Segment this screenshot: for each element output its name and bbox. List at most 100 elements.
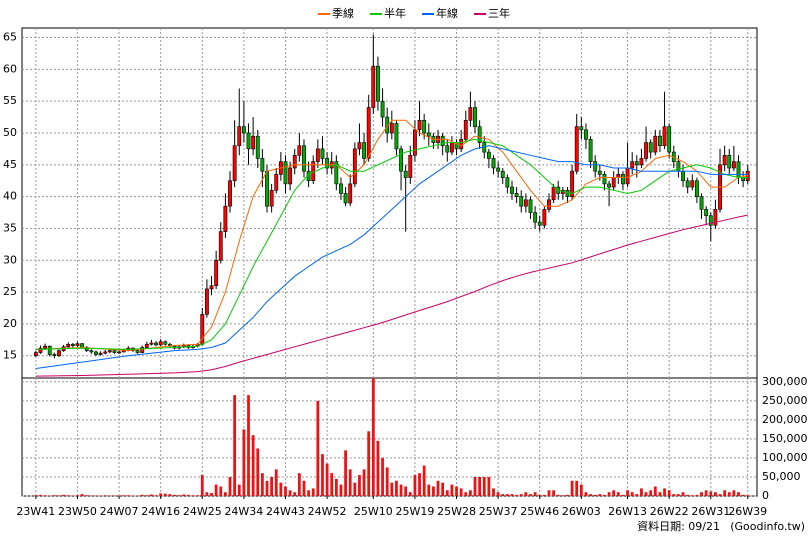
source-date: 資料日期: 09/21	[637, 519, 720, 533]
volume-bar	[358, 475, 361, 496]
volume-bar	[80, 494, 84, 496]
candle-body	[713, 209, 718, 226]
candle-body	[662, 126, 667, 147]
volume-bar	[695, 494, 699, 496]
candle-body	[722, 154, 727, 166]
volume-bar	[482, 476, 486, 496]
candle-body	[380, 100, 385, 118]
candle-body	[625, 167, 630, 185]
volume-bar	[732, 490, 736, 496]
candle-body	[408, 154, 413, 178]
volume-bar	[727, 492, 731, 496]
candle-body	[302, 145, 306, 172]
candle-body	[154, 342, 158, 346]
candle-body	[644, 142, 648, 159]
x-tick-label: 25W10	[354, 505, 393, 518]
candle-body	[463, 119, 468, 140]
candle-body	[574, 126, 579, 172]
volume-bar	[274, 469, 278, 496]
candle-body	[491, 158, 496, 169]
ma-line	[35, 138, 748, 350]
x-tick-label: 26W03	[562, 505, 601, 518]
candle-body	[685, 180, 690, 188]
y-tick-label: 35	[3, 221, 17, 234]
volume-bar	[353, 482, 357, 496]
y-tick-label: 30	[3, 253, 17, 266]
volume-bar	[570, 480, 574, 496]
candle-body	[523, 199, 528, 207]
volume-bar	[478, 476, 482, 496]
candle-body	[537, 221, 542, 226]
candle-body	[135, 350, 140, 353]
volume-bar	[293, 492, 297, 496]
volume-bar	[237, 484, 241, 496]
candle-body	[334, 161, 339, 185]
candle-body	[570, 170, 575, 197]
volume-bar	[556, 494, 560, 496]
ma-line	[35, 214, 748, 377]
volume-bar	[325, 463, 329, 496]
x-tick-label: 24W07	[100, 505, 139, 518]
candle-body	[352, 148, 357, 185]
candle-body	[70, 343, 75, 346]
x-tick-label: 24W25	[183, 505, 222, 518]
volume-bar	[681, 492, 685, 496]
volume-bar	[395, 480, 398, 496]
volume-bar	[630, 492, 634, 496]
candle-body	[204, 288, 209, 315]
candle-body	[251, 135, 256, 150]
volume-tick-label: 250,000	[762, 394, 808, 407]
y-tick-label: 60	[3, 62, 17, 75]
volume-bar	[270, 476, 274, 496]
volume-tick-label: 300,000	[762, 375, 808, 388]
candle-body	[477, 126, 482, 143]
volume-bar	[210, 492, 213, 496]
x-tick-label: 23W50	[58, 505, 97, 518]
candle-body	[223, 205, 228, 232]
volume-bar	[579, 484, 583, 496]
volume-bar	[242, 429, 246, 496]
volume-bar	[418, 473, 421, 496]
volume-bar	[714, 492, 717, 496]
volume-bar	[34, 495, 38, 496]
volume-bar	[62, 494, 65, 496]
candle-body	[542, 209, 547, 226]
y-tick-label: 55	[3, 94, 17, 107]
volume-bar	[663, 488, 666, 496]
candle-body	[426, 132, 431, 137]
candle-body	[75, 343, 80, 346]
candle-body	[107, 350, 112, 353]
candle-body	[362, 142, 366, 159]
volume-bar	[150, 494, 153, 496]
volume-bar	[644, 492, 648, 496]
volume-bar	[408, 492, 412, 496]
legend-label: 半年	[384, 6, 406, 20]
volume-tick-label: 150,000	[762, 432, 808, 445]
candle-body	[297, 145, 302, 156]
volume-bar	[247, 395, 250, 496]
volume-bar	[524, 492, 528, 496]
volume-bar	[505, 494, 509, 496]
x-tick-label: 26W31	[691, 505, 730, 518]
volume-bar	[344, 450, 347, 496]
volume-bar	[677, 494, 680, 496]
volume-bar	[723, 490, 727, 496]
candle-body	[588, 139, 593, 162]
candle-body	[348, 183, 353, 204]
candle-body	[519, 196, 524, 207]
volume-bar	[288, 490, 292, 496]
candle-body	[727, 154, 732, 169]
volume-bar	[519, 494, 523, 496]
x-tick-label: 24W16	[141, 505, 180, 518]
x-tick-label: 24W43	[266, 505, 305, 518]
candle-body	[163, 341, 168, 345]
candle-body	[320, 148, 325, 159]
volume-bar	[598, 494, 602, 496]
volume-tick-label: 0	[762, 489, 769, 502]
candle-body	[52, 354, 57, 357]
x-tick-label: 24W52	[308, 505, 347, 518]
candle-body	[315, 148, 320, 162]
y-tick-label: 20	[3, 317, 17, 330]
volume-bar	[154, 495, 158, 496]
